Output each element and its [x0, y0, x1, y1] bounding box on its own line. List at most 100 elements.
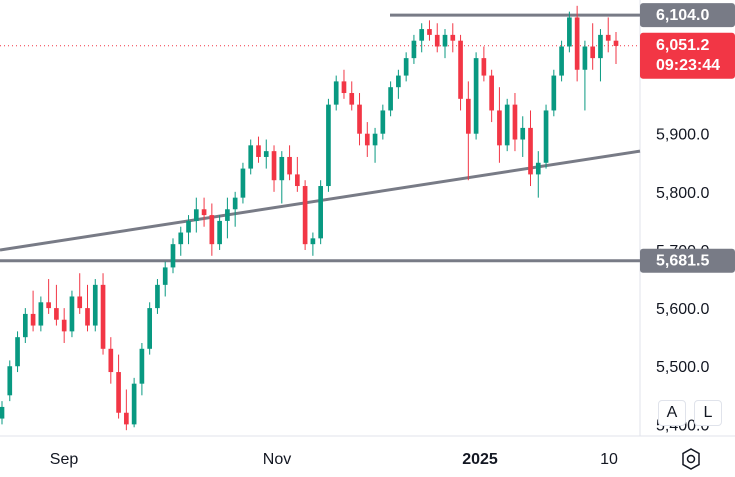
candle	[240, 168, 246, 198]
candle	[295, 174, 300, 187]
settings-gear-icon[interactable]	[678, 446, 704, 472]
candle	[46, 302, 51, 309]
candle	[341, 81, 347, 94]
candle	[574, 17, 580, 70]
candle	[450, 34, 456, 41]
candle	[232, 197, 238, 210]
candle	[372, 133, 378, 146]
candle	[15, 337, 20, 367]
candle	[201, 209, 207, 216]
label-text: 5,681.5	[656, 253, 709, 270]
candle	[535, 162, 541, 175]
candle	[582, 46, 588, 70]
candle	[155, 284, 160, 309]
candle	[131, 383, 137, 425]
candle	[473, 58, 479, 134]
label-box	[640, 32, 735, 79]
label-text: 6,104.0	[656, 7, 709, 24]
candle	[326, 104, 331, 187]
candle	[38, 302, 44, 326]
candle	[162, 267, 168, 285]
x-tick-label: Sep	[50, 451, 79, 468]
candle	[178, 232, 184, 245]
candle	[403, 58, 409, 76]
candle	[116, 372, 121, 413]
candle	[147, 308, 153, 349]
axis-labels: 5,681.5 6,104.0 6,051.2 09:23:44	[640, 3, 735, 273]
candle	[217, 220, 222, 245]
support-label: 5,681.5	[640, 248, 735, 273]
candle	[77, 296, 83, 309]
candle	[380, 110, 386, 134]
candle	[605, 34, 611, 41]
candle	[419, 29, 425, 41]
candle	[497, 110, 502, 146]
candle	[22, 313, 28, 338]
candle	[481, 58, 487, 76]
candle	[92, 284, 98, 326]
candle	[528, 127, 533, 175]
candle	[310, 238, 316, 245]
candle	[357, 104, 362, 134]
candle	[0, 406, 5, 419]
candle	[442, 34, 448, 47]
candle	[512, 104, 518, 140]
label-text: 6,051.2	[656, 37, 709, 54]
candle	[69, 296, 75, 332]
candle	[287, 156, 292, 175]
candle	[489, 75, 494, 111]
y-tick-label: 5,500.0	[656, 359, 709, 376]
label-text: 09:23:44	[656, 57, 720, 74]
label-box	[640, 3, 735, 28]
candle	[263, 151, 269, 157]
candle	[349, 93, 355, 105]
candle	[520, 127, 526, 140]
candle	[559, 46, 564, 76]
resistance-label: 6,104.0	[640, 3, 735, 28]
label-box	[640, 248, 735, 273]
candle	[225, 209, 230, 221]
candle	[551, 75, 557, 111]
candle	[186, 220, 191, 233]
candle	[458, 40, 463, 99]
log-scale-button[interactable]: L	[694, 400, 722, 426]
y-tick-label: 5,900.0	[656, 127, 709, 144]
x-tick-label: 10	[600, 451, 618, 468]
x-axis-labels: Sep Nov 2025 10	[50, 451, 618, 468]
candle	[543, 110, 549, 163]
y-tick-label: 5,600.0	[656, 301, 709, 318]
candle	[248, 145, 254, 169]
x-tick-label: Nov	[263, 451, 291, 468]
candle	[427, 29, 432, 35]
candle	[465, 98, 471, 134]
candle	[30, 313, 36, 326]
current-price-label: 6,051.2 09:23:44	[640, 32, 735, 79]
candle	[271, 151, 277, 181]
candle	[396, 75, 401, 88]
candle	[318, 186, 323, 239]
candle	[54, 308, 59, 320]
candle	[170, 244, 176, 268]
candle	[598, 34, 603, 59]
candle	[411, 40, 417, 59]
candle	[279, 156, 285, 181]
candle	[590, 46, 596, 59]
candle	[504, 104, 510, 146]
candle	[388, 87, 393, 111]
auto-scale-button[interactable]: A	[658, 400, 686, 426]
y-tick-label: 5,800.0	[656, 185, 709, 202]
candle	[209, 215, 215, 245]
candle	[61, 319, 67, 332]
x-tick-label: 2025	[462, 451, 498, 468]
candle	[193, 209, 199, 221]
candle	[434, 34, 440, 47]
candle	[302, 186, 308, 245]
candle	[613, 40, 619, 46]
candle	[124, 412, 129, 425]
candle	[100, 284, 106, 349]
candle	[7, 366, 13, 396]
candle	[85, 308, 90, 326]
candle	[364, 133, 370, 146]
